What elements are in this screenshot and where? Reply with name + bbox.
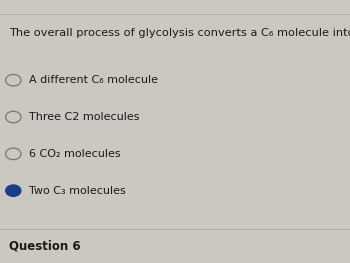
Text: 6 CO₂ molecules: 6 CO₂ molecules [29,149,120,159]
Circle shape [6,74,21,86]
Text: Two C₃ molecules: Two C₃ molecules [29,186,125,196]
Circle shape [6,111,21,123]
Circle shape [6,148,21,160]
Text: Question 6: Question 6 [9,240,80,252]
Text: The overall process of glycolysis converts a C₆ molecule into:: The overall process of glycolysis conver… [9,28,350,38]
Text: Three C2 molecules: Three C2 molecules [29,112,139,122]
Text: A different C₆ molecule: A different C₆ molecule [29,75,158,85]
Circle shape [6,185,21,196]
